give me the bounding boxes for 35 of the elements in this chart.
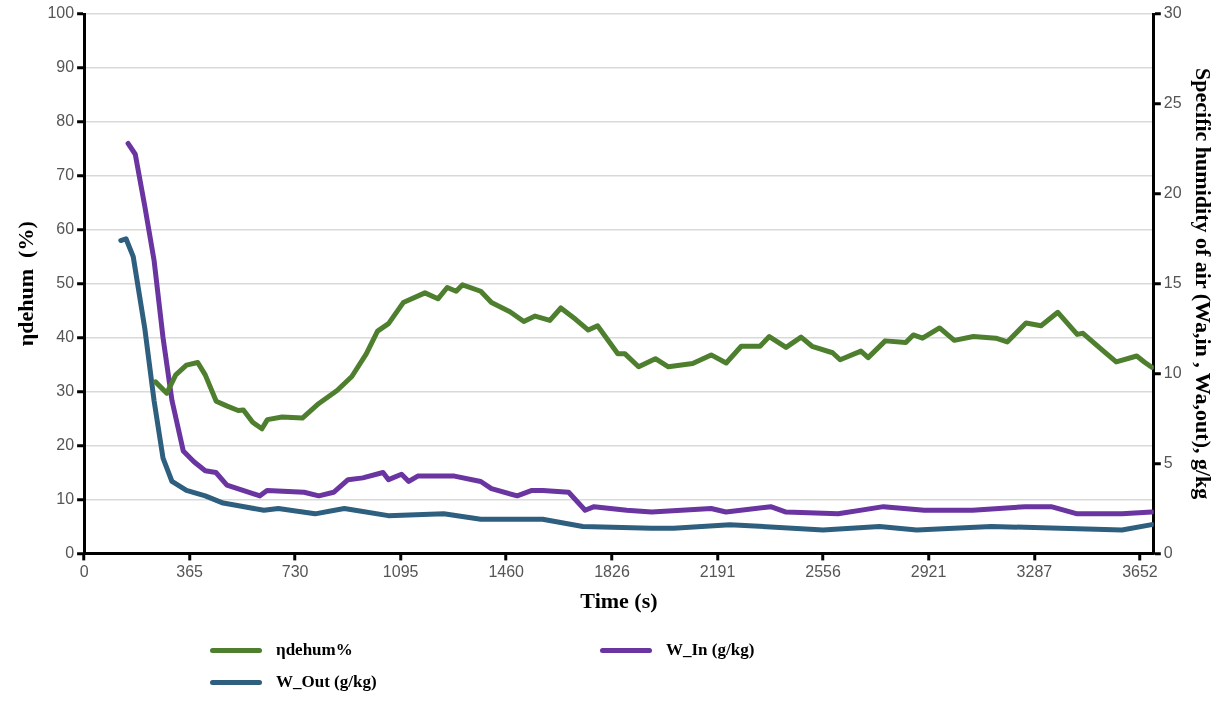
y-tick-label: 90 [56,58,75,76]
y2-tick-label: 15 [1163,274,1182,292]
y2-tick-label: 10 [1163,364,1182,382]
x-tick-label: 365 [176,563,204,581]
x-tick-label: 3652 [1122,563,1158,581]
y-tick-label: 0 [65,543,75,561]
y-tick-label: 20 [56,435,75,453]
y-tick-label: 80 [56,112,75,130]
y-tick-label: 50 [56,274,75,292]
x-tick-label: 0 [79,563,89,581]
y-tick-label: 70 [56,166,75,184]
x-tick-label: 1460 [488,563,525,581]
y2-tick-label: 0 [1163,543,1173,561]
y-tick-label: 100 [47,4,75,22]
y-tick-label: 60 [56,220,75,238]
y2-axis-title: Specific humidity of air (Wa,in , Wa,out), g/kg [1191,68,1217,500]
legend-label: W_In (g/kg) [666,640,755,660]
y-tick-label: 30 [56,381,75,399]
x-tick-label: 2921 [910,563,947,581]
y2-tick-label: 5 [1163,453,1173,471]
x-tick-label: 2556 [805,563,841,581]
legend-label: ηdehum% [276,640,353,660]
y2-tick-label: 30 [1163,4,1182,22]
x-tick-label: 1095 [382,563,419,581]
y2-tick-label: 25 [1163,94,1182,112]
x-axis-title: Time (s) [580,588,658,614]
y2-tick-label: 20 [1163,184,1182,202]
x-tick-label: 730 [281,563,309,581]
y-axis-title: ηdehum (%) [12,221,38,347]
legend-label: W_Out (g/kg) [276,672,377,692]
y-tick-label: 10 [56,489,75,507]
y-tick-label: 40 [56,328,75,346]
x-tick-label: 2191 [699,563,736,581]
x-tick-label: 3287 [1016,563,1053,581]
x-tick-label: 1826 [594,563,630,581]
